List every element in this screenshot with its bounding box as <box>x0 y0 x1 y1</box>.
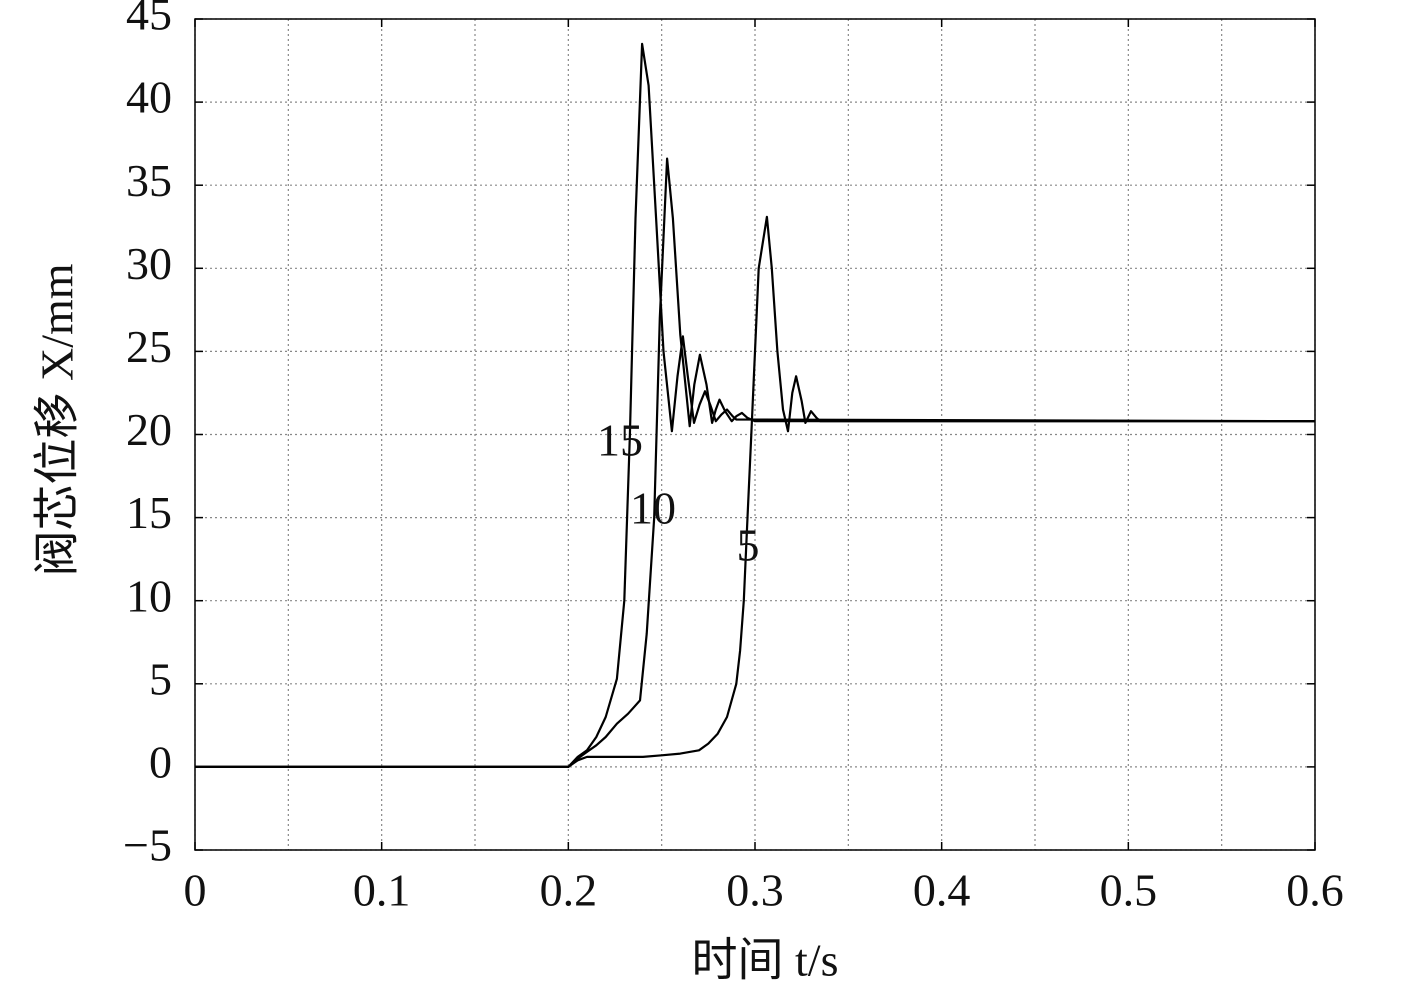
y-tick-label: 0 <box>149 736 172 787</box>
y-tick-label: −5 <box>123 820 172 871</box>
y-axis-title: 阀芯位移 X/mm <box>32 263 83 576</box>
series-line <box>195 215 1315 768</box>
x-tick-label: 0.5 <box>1100 865 1158 916</box>
x-tick-label: 0.1 <box>353 865 411 916</box>
series-line <box>195 157 1315 768</box>
y-tick-label: 5 <box>149 653 172 704</box>
series-label: 15 <box>597 415 643 466</box>
x-tick-label: 0.3 <box>726 865 784 916</box>
y-tick-label: 20 <box>126 404 172 455</box>
y-tick-label: 25 <box>126 321 172 372</box>
y-tick-label: 30 <box>126 238 172 289</box>
y-tick-label: 10 <box>126 570 172 621</box>
series-label: 5 <box>737 520 760 571</box>
y-tick-label: 15 <box>126 487 172 538</box>
x-tick-label: 0.4 <box>913 865 971 916</box>
x-tick-label: 0.6 <box>1286 865 1344 916</box>
x-tick-label: 0 <box>184 865 207 916</box>
y-tick-label: 45 <box>126 0 172 40</box>
y-tick-label: 40 <box>126 72 172 123</box>
y-tick-label: 35 <box>126 155 172 206</box>
series-line <box>195 42 1316 768</box>
plot-frame <box>194 18 1316 851</box>
x-axis-title: 时间 t/s <box>692 935 839 986</box>
series-label: 10 <box>630 483 676 534</box>
x-tick-label: 0.2 <box>540 865 598 916</box>
